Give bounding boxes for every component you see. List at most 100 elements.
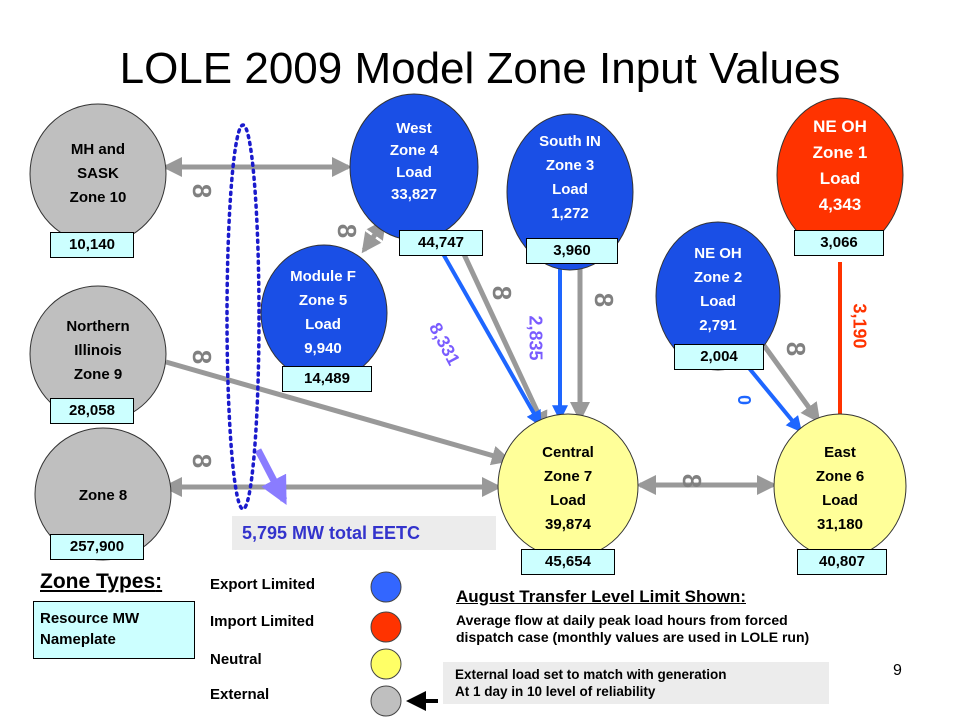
zone-label-line: Zone 1 bbox=[812, 143, 868, 162]
zone-label-line: Load bbox=[819, 169, 861, 188]
zone-10-label: MH and SASK Zone 10 bbox=[48, 138, 148, 210]
zone-1-label: NE OH Zone 1 Load 4,343 bbox=[790, 114, 890, 218]
zone-label-line: Zone 3 bbox=[545, 157, 595, 174]
page-number: 9 bbox=[893, 662, 902, 679]
zone-types-title: Zone Types: bbox=[40, 570, 162, 594]
zone-8-value: 257,900 bbox=[50, 534, 144, 560]
zone-label-line: NE OH bbox=[694, 245, 742, 262]
zone-10-value: 10,140 bbox=[50, 232, 134, 258]
zone-label-line: Northern bbox=[66, 318, 130, 335]
zone-label-line: Load bbox=[700, 293, 736, 310]
zone-label-line: 31,180 bbox=[817, 516, 863, 533]
resource-box-line: Nameplate bbox=[40, 631, 116, 648]
august-title-colon: : bbox=[740, 587, 746, 606]
zone-label-line: MH and bbox=[70, 141, 126, 158]
august-line: dispatch case (monthly values are used i… bbox=[456, 629, 810, 645]
zone-label-line: 4,343 bbox=[818, 195, 862, 214]
legend-dot-external bbox=[370, 685, 402, 717]
legend-label-import: Import Limited bbox=[210, 613, 315, 630]
zone-8-label: Zone 8 bbox=[53, 484, 153, 508]
zone-9-value: 28,058 bbox=[50, 398, 134, 424]
zone-label-line: Zone 10 bbox=[69, 189, 127, 206]
arrow-z2-z6-blue bbox=[742, 360, 803, 433]
august-title: August Transfer Level Limit Shown: bbox=[456, 587, 746, 607]
external-note: External load set to match with generati… bbox=[443, 662, 829, 704]
arrow-z2-z6-gray bbox=[757, 338, 821, 424]
infinity-z5-z4: 8 bbox=[332, 223, 363, 239]
external-note-line: At 1 day in 10 level of reliability bbox=[455, 684, 656, 699]
infinity-z7-z6: 8 bbox=[677, 473, 708, 489]
zone-3-value: 3,960 bbox=[526, 238, 618, 264]
zone-3-label: South IN Zone 3 Load 1,272 bbox=[520, 130, 620, 226]
infinity-z3-z7: 8 bbox=[589, 292, 620, 308]
flow-ne1-east: 3,190 bbox=[849, 303, 870, 349]
zone-types-title-text: Zone Types bbox=[40, 570, 156, 593]
zone-2-label: NE OH Zone 2 Load 2,791 bbox=[668, 242, 768, 338]
slide-title: LOLE 2009 Model Zone Input Values bbox=[119, 44, 841, 93]
zone-5-value: 14,489 bbox=[282, 366, 372, 392]
flow-ne2-east: 0 bbox=[734, 394, 755, 406]
infinity-z10-z4: 8 bbox=[187, 183, 218, 199]
legend-label-export: Export Limited bbox=[210, 576, 316, 593]
zone-1-value: 3,066 bbox=[794, 230, 884, 256]
zone-8-circle bbox=[34, 427, 172, 561]
zone-label-line: Zone 8 bbox=[78, 487, 128, 504]
zone-5-label: Module F Zone 5 Load 9,940 bbox=[273, 265, 373, 361]
zone-label-line: Zone 4 bbox=[389, 142, 439, 159]
zone-9-label: Northern Illinois Zone 9 bbox=[48, 315, 148, 387]
zone-label-line: Load bbox=[550, 492, 586, 509]
zone-2-value: 2,004 bbox=[674, 344, 764, 370]
zone-label-line: 9,940 bbox=[304, 340, 342, 357]
zone-label-line: NE OH bbox=[813, 117, 867, 136]
zone-label-line: Load bbox=[305, 316, 341, 333]
zone-label-line: Zone 2 bbox=[693, 269, 743, 286]
zone-label-line: 1,272 bbox=[551, 205, 589, 222]
infinity-z9-z7: 8 bbox=[187, 349, 218, 365]
flow-south-central: 2,835 bbox=[525, 315, 546, 361]
zone-label-line: Zone 6 bbox=[815, 468, 865, 485]
zone-label-line: Zone 7 bbox=[543, 468, 593, 485]
zone-4-value: 44,747 bbox=[399, 230, 483, 256]
august-title-text: August Transfer Level Limit Shown bbox=[456, 587, 741, 606]
resource-box-line: Resource MW bbox=[40, 610, 140, 627]
zone-7-value: 45,654 bbox=[521, 549, 615, 575]
legend-label-neutral: Neutral bbox=[210, 651, 262, 668]
zone-label-line: Illinois bbox=[74, 342, 122, 359]
zone-label-line: East bbox=[824, 444, 856, 461]
zone-label-line: Load bbox=[396, 164, 432, 181]
eetc-label: 5,795 MW total EETC bbox=[232, 516, 496, 550]
zone-label-line: 33,827 bbox=[391, 186, 437, 203]
zone-label-line: Zone 5 bbox=[298, 292, 348, 309]
external-note-line: External load set to match with generati… bbox=[455, 667, 727, 682]
zone-label-line: Load bbox=[822, 492, 858, 509]
arrow-z4-z7-gray bbox=[459, 248, 548, 432]
resource-mw-box: Resource MW Nameplate bbox=[33, 601, 195, 659]
zone-label-line: 2,791 bbox=[699, 317, 737, 334]
august-line: Average flow at daily peak load hours fr… bbox=[456, 612, 788, 628]
zone-label-line: Zone 9 bbox=[73, 366, 123, 383]
infinity-z2-z6: 8 bbox=[781, 341, 812, 357]
zone-label-line: Module F bbox=[290, 268, 356, 285]
zone-label-line: SASK bbox=[77, 165, 119, 182]
infinity-z8-z7: 8 bbox=[187, 453, 218, 469]
arrow-eetc bbox=[254, 448, 288, 505]
zone-label-line: Load bbox=[552, 181, 588, 198]
zone-types-colon: : bbox=[155, 570, 163, 593]
zone-label-line: West bbox=[396, 120, 432, 137]
arrow-z9-z7 bbox=[165, 359, 512, 466]
zone-2-circle bbox=[655, 221, 781, 371]
zone-7-label: Central Zone 7 Load 39,874 bbox=[518, 441, 618, 537]
zone-6-value: 40,807 bbox=[797, 549, 887, 575]
zone-3-circle bbox=[506, 113, 634, 271]
august-description: Average flow at daily peak load hours fr… bbox=[456, 612, 936, 646]
legend-label-external: External bbox=[210, 686, 270, 703]
zone-label-line: 39,874 bbox=[545, 516, 591, 533]
zone-label-line: Central bbox=[542, 444, 594, 461]
zone-4-label: West Zone 4 Load 33,827 bbox=[364, 118, 464, 206]
zone-6-label: East Zone 6 Load 31,180 bbox=[790, 441, 890, 537]
legend-dot-neutral bbox=[370, 648, 402, 680]
arrow-z4-z7-blue bbox=[440, 251, 542, 427]
zone-label-line: South IN bbox=[539, 133, 601, 150]
